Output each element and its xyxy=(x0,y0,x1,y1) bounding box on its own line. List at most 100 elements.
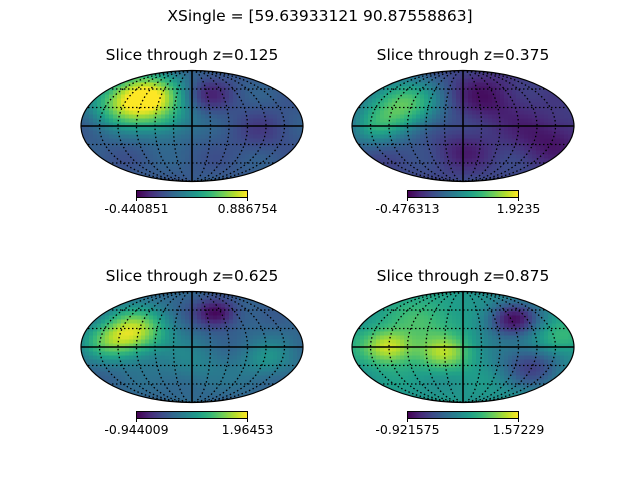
heat-cell xyxy=(81,319,86,325)
heat-cell xyxy=(352,70,357,76)
heat-cell xyxy=(169,299,174,305)
heat-cell xyxy=(384,78,389,84)
heat-cell xyxy=(468,94,473,100)
heat-cell xyxy=(464,90,469,96)
heat-cell xyxy=(261,106,266,112)
heat-cell xyxy=(257,315,262,321)
heat-cell xyxy=(89,323,94,329)
heat-cell xyxy=(380,142,385,148)
heat-cell xyxy=(293,170,298,176)
heat-cell xyxy=(85,331,90,337)
heat-cell xyxy=(149,335,154,341)
heat-cell xyxy=(241,343,246,349)
heat-cell xyxy=(157,363,162,369)
heat-cell xyxy=(197,174,202,180)
heat-cell xyxy=(277,311,282,317)
heat-cell xyxy=(408,134,413,140)
heat-cell xyxy=(281,387,286,393)
heat-cell xyxy=(285,323,290,329)
heat-cell xyxy=(149,154,154,160)
heat-cell xyxy=(540,122,545,128)
heat-cell xyxy=(285,150,290,156)
heat-cell xyxy=(452,106,457,112)
heat-cell xyxy=(552,291,557,297)
heat-cell xyxy=(201,162,206,168)
heat-cell xyxy=(368,94,373,100)
heat-cell xyxy=(424,295,429,301)
heat-cell xyxy=(165,74,170,80)
colorbar-tick-max xyxy=(247,197,248,201)
heat-cell xyxy=(237,130,242,136)
heat-cell xyxy=(285,371,290,377)
heat-cell xyxy=(420,142,425,148)
heat-cell xyxy=(105,110,110,116)
mollweide-map xyxy=(351,69,575,183)
heat-cell xyxy=(193,367,198,373)
heat-cell xyxy=(500,102,505,108)
heat-cell xyxy=(221,371,226,377)
heat-cell xyxy=(225,86,230,92)
heat-cell xyxy=(285,86,290,92)
heat-cell xyxy=(265,106,270,112)
heat-cell xyxy=(197,154,202,160)
heat-cell xyxy=(125,174,130,180)
heat-cell xyxy=(456,303,461,309)
heat-cell xyxy=(400,299,405,305)
heat-cell xyxy=(149,122,154,128)
heat-cell xyxy=(125,146,130,152)
heat-cell xyxy=(261,295,266,301)
heat-cell xyxy=(516,122,521,128)
heat-cell xyxy=(157,146,162,152)
heat-cell xyxy=(165,367,170,373)
heat-cell xyxy=(153,146,158,152)
heat-cell xyxy=(456,299,461,305)
heat-cell xyxy=(129,343,134,349)
heat-cell xyxy=(281,303,286,309)
heat-cell xyxy=(105,150,110,156)
heat-cell xyxy=(273,166,278,172)
heat-cell xyxy=(161,395,166,401)
heat-cell xyxy=(197,98,202,104)
heat-cell xyxy=(508,118,513,124)
heat-cell xyxy=(213,150,218,156)
heat-cell xyxy=(384,126,389,132)
heat-cell xyxy=(105,138,110,144)
heat-cell xyxy=(137,138,142,144)
heat-cell xyxy=(205,379,210,385)
heat-cell xyxy=(492,166,497,172)
heat-cell xyxy=(548,78,553,84)
heat-cell xyxy=(197,327,202,333)
heat-cell xyxy=(452,299,457,305)
heat-cell xyxy=(109,295,114,301)
heat-cell xyxy=(193,319,198,325)
heat-cell xyxy=(173,399,178,403)
heat-cell xyxy=(564,78,569,84)
heat-cell xyxy=(364,162,369,168)
heat-cell xyxy=(169,142,174,148)
heat-cell xyxy=(145,399,150,403)
heat-cell xyxy=(97,158,102,164)
heat-cell xyxy=(289,146,294,152)
heat-cell xyxy=(404,150,409,156)
heat-cell xyxy=(101,150,106,156)
heat-cell xyxy=(181,375,186,381)
heat-cell xyxy=(468,74,473,80)
heat-cell xyxy=(125,367,130,373)
heat-cell xyxy=(125,339,130,345)
heat-cell xyxy=(301,395,303,401)
heat-cell xyxy=(89,351,94,357)
heat-cell xyxy=(508,74,513,80)
heat-cell xyxy=(412,134,417,140)
heat-cell xyxy=(249,291,254,297)
heat-cell xyxy=(488,110,493,116)
heat-cell xyxy=(97,166,102,172)
heat-cell xyxy=(404,154,409,160)
heat-cell xyxy=(177,146,182,152)
heat-cell xyxy=(285,383,290,389)
heat-cell xyxy=(237,86,242,92)
heat-cell xyxy=(408,126,413,132)
heat-cell xyxy=(209,331,214,337)
heat-cell xyxy=(560,154,565,160)
heat-cell xyxy=(273,391,278,397)
heat-cell xyxy=(85,70,90,76)
